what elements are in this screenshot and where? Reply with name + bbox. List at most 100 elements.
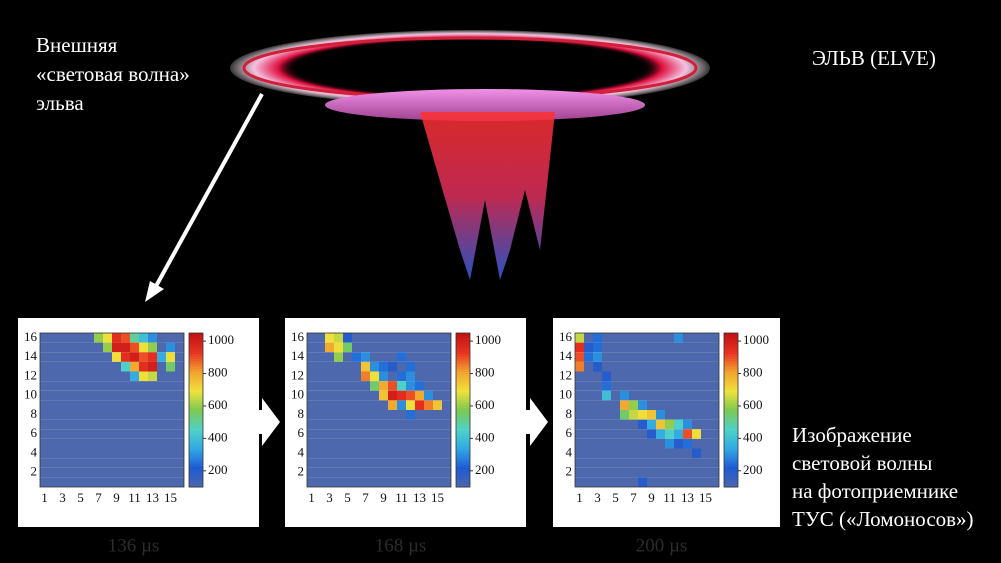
heatmap-cell (130, 372, 139, 382)
heatmap-cell (593, 391, 602, 401)
heatmap-cell (334, 420, 343, 430)
heatmap-cell (611, 468, 620, 478)
heatmap-cell (166, 391, 175, 401)
heatmap-cell (166, 362, 175, 372)
heatmap-cell (58, 477, 67, 487)
heatmap-cell (58, 352, 67, 362)
heatmap-cell (424, 343, 433, 353)
heatmap-cell (121, 468, 130, 478)
label-bottom: Изображение (792, 423, 912, 447)
heatmap-cell (710, 468, 719, 478)
heatmap-cell (665, 420, 674, 430)
heatmap-cell (629, 362, 638, 372)
heatmap-cell (352, 468, 361, 478)
heatmap-cell (40, 333, 49, 343)
heatmap-cell (424, 420, 433, 430)
heatmap-cell (139, 343, 148, 353)
heatmap-cell (361, 420, 370, 430)
heatmap-cell (433, 410, 442, 420)
y-tick-label: 16 (24, 329, 38, 344)
heatmap-cell (166, 333, 175, 343)
heatmap-cell (85, 400, 94, 410)
heatmap-cell (361, 468, 370, 478)
heatmap-cell (40, 372, 49, 382)
heatmap-cell (424, 333, 433, 343)
heatmap-cell (629, 449, 638, 459)
colorbar-step (456, 333, 470, 336)
heatmap-cell (148, 333, 157, 343)
heatmap-cell (665, 458, 674, 468)
heatmap-cell (352, 372, 361, 382)
heatmap-cell (442, 381, 451, 391)
heatmap-cell (166, 410, 175, 420)
heatmap-cell (76, 458, 85, 468)
heatmap-cell (701, 400, 710, 410)
heatmap-cell (674, 381, 683, 391)
heatmap-cell (584, 391, 593, 401)
heatmap-cell (103, 468, 112, 478)
heatmap-cell (575, 400, 584, 410)
label-left: «световая волна» (36, 62, 190, 86)
heatmap-cell (343, 343, 352, 353)
heatmap-cell (361, 439, 370, 449)
heatmap-cell (674, 372, 683, 382)
heatmap-cell (325, 381, 334, 391)
heatmap-cell (683, 352, 692, 362)
heatmap-cell (692, 343, 701, 353)
heatmap-cell (406, 343, 415, 353)
heatmap-cell (343, 381, 352, 391)
heatmap-cell (593, 343, 602, 353)
heatmap-cell (103, 439, 112, 449)
heatmap-cell (683, 391, 692, 401)
heatmap-cell (602, 362, 611, 372)
colorbar-label: 1000 (208, 332, 234, 347)
heatmap-cell (665, 372, 674, 382)
heatmap-cell (602, 400, 611, 410)
heatmap-cell (611, 352, 620, 362)
heatmap-cell (433, 362, 442, 372)
heatmap-cell (602, 468, 611, 478)
heatmap-cell (325, 343, 334, 353)
heatmap-cell (710, 400, 719, 410)
heatmap-cell (638, 333, 647, 343)
heatmap-cell (148, 477, 157, 487)
heatmap-cell (379, 343, 388, 353)
heatmap-cell (76, 439, 85, 449)
heatmap-cell (620, 449, 629, 459)
heatmap-cell (710, 352, 719, 362)
heatmap-cell (701, 439, 710, 449)
heatmap-cell (325, 410, 334, 420)
heatmap-cell (76, 420, 85, 430)
y-tick-label: 8 (31, 406, 38, 421)
heatmap-cell (334, 458, 343, 468)
heatmap-cell (656, 429, 665, 439)
y-tick-label: 14 (291, 348, 305, 363)
colorbar-label: 200 (475, 462, 495, 477)
heatmap-cell (665, 410, 674, 420)
heatmap-cell (148, 420, 157, 430)
heatmap-cell (316, 468, 325, 478)
heatmap-cell (94, 458, 103, 468)
heatmap-cell (85, 333, 94, 343)
heatmap-cell (121, 381, 130, 391)
heatmap-cell (638, 420, 647, 430)
heatmap-cell (602, 381, 611, 391)
heatmap-cell (166, 372, 175, 382)
heatmap-cell (575, 468, 584, 478)
heatmap-cell (49, 429, 58, 439)
x-tick-label: 1 (308, 490, 315, 505)
heatmap-cell (656, 343, 665, 353)
heatmap-cell (139, 381, 148, 391)
time-caption: 200 µs (636, 535, 688, 556)
heatmap-cell (103, 458, 112, 468)
heatmap-cell (692, 458, 701, 468)
heatmap-cell (647, 381, 656, 391)
heatmap-cell (611, 343, 620, 353)
heatmap-cell (424, 410, 433, 420)
heatmap-cell (94, 468, 103, 478)
heatmap-cell (175, 372, 184, 382)
heatmap-cell (121, 352, 130, 362)
heatmap-cell (361, 343, 370, 353)
heatmap-cell (602, 372, 611, 382)
heatmap-cell (388, 352, 397, 362)
